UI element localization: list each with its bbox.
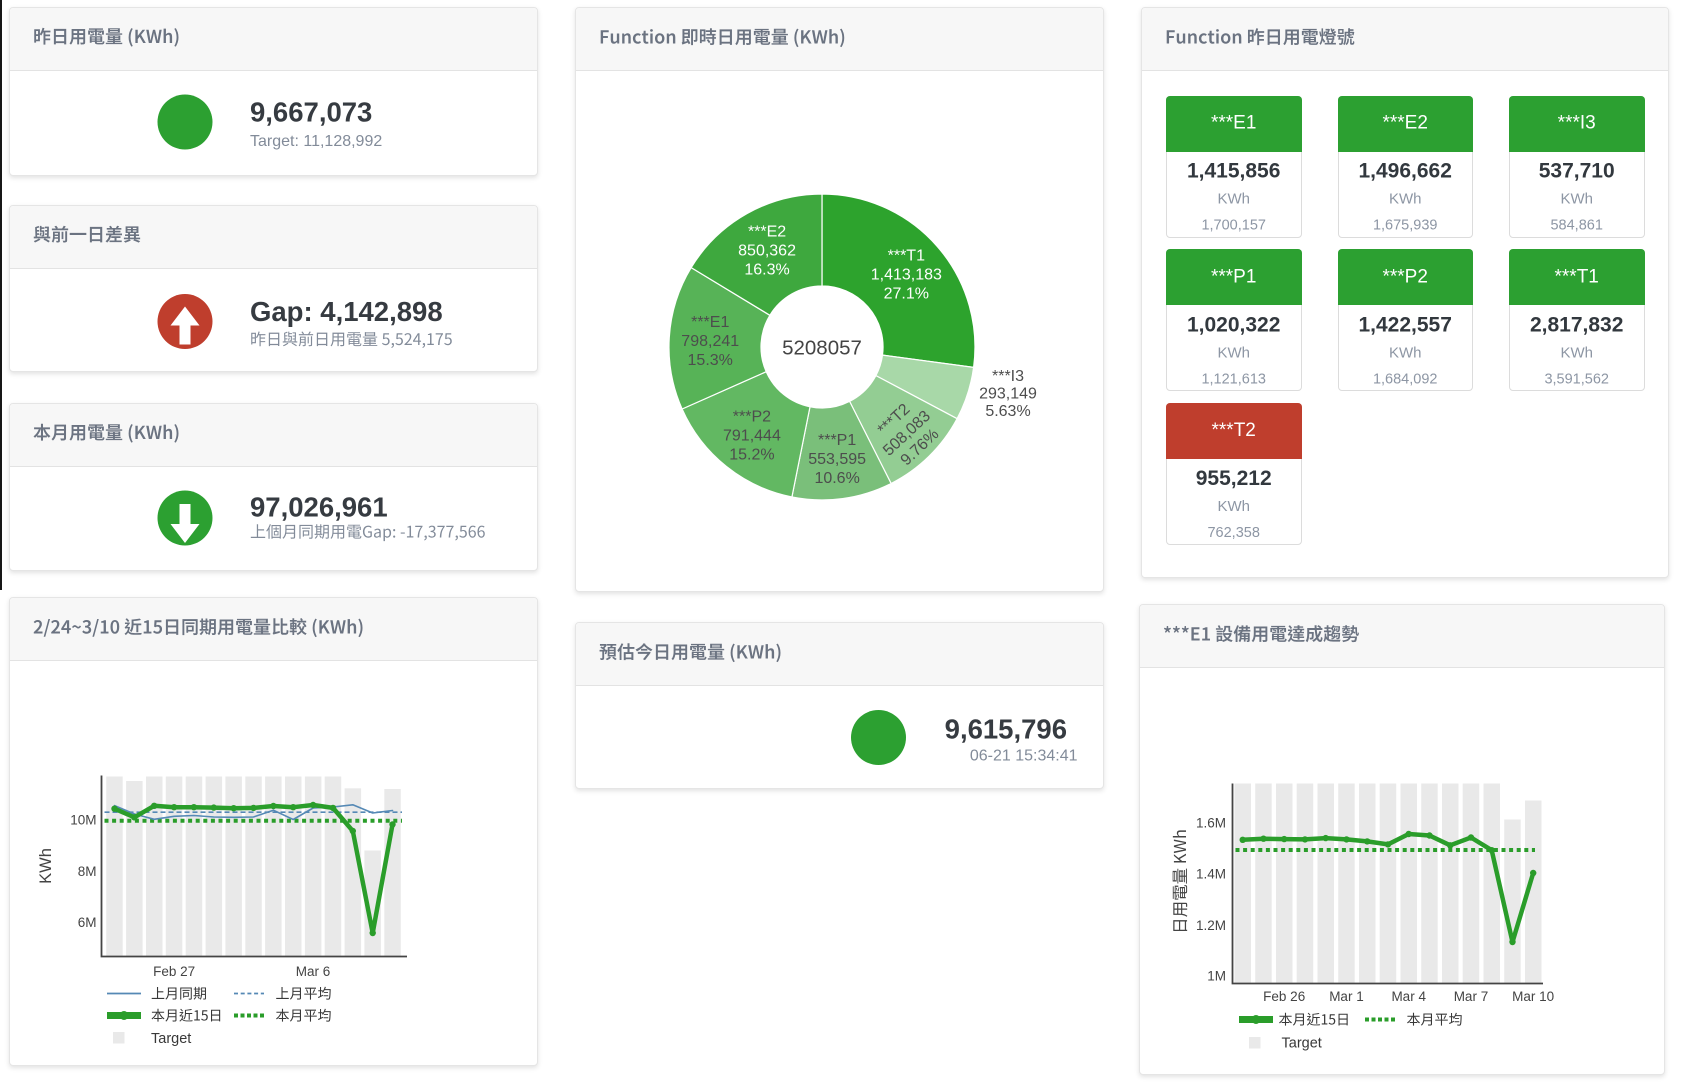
svg-text:Target: Target [1282,1035,1322,1051]
svg-text:***P1: ***P1 [818,432,856,449]
svg-text:791,444: 791,444 [723,427,781,444]
svg-text:850,362: 850,362 [738,242,796,259]
svg-text:***P2: ***P2 [733,408,771,425]
svg-text:***T1: ***T1 [888,247,925,264]
svg-text:97,026,961: 97,026,961 [250,492,388,523]
svg-text:Mar 7: Mar 7 [1454,989,1489,1004]
svg-text:1,684,092: 1,684,092 [1373,371,1438,387]
svg-text:15.3%: 15.3% [688,352,733,369]
svg-text:KWh: KWh [1217,191,1250,208]
svg-text:Mar 4: Mar 4 [1391,989,1426,1004]
svg-text:1,675,939: 1,675,939 [1373,218,1438,234]
svg-text:1,422,557: 1,422,557 [1358,313,1451,336]
svg-text:1,020,322: 1,020,322 [1187,313,1280,336]
svg-text:Mar 1: Mar 1 [1329,989,1364,1004]
svg-text:KWh: KWh [1560,191,1593,208]
svg-text:Feb 26: Feb 26 [1263,989,1305,1004]
svg-text:16.3%: 16.3% [744,261,789,278]
svg-text:553,595: 553,595 [808,451,866,468]
svg-text:9,615,796: 9,615,796 [945,713,1067,744]
svg-text:537,710: 537,710 [1539,160,1615,183]
svg-text:KWh: KWh [1217,344,1250,361]
svg-text:1,496,662: 1,496,662 [1358,160,1451,183]
svg-text:***T2: ***T2 [1212,420,1256,441]
svg-text:6M: 6M [78,915,97,930]
svg-text:10M: 10M [70,813,96,828]
svg-text:9,667,073: 9,667,073 [250,96,372,127]
svg-text:5.63%: 5.63% [985,403,1030,420]
svg-text:584,861: 584,861 [1550,218,1602,234]
svg-text:762,358: 762,358 [1207,525,1259,541]
svg-text:***E2: ***E2 [1382,113,1427,134]
svg-text:***P2: ***P2 [1382,266,1427,287]
svg-text:1,700,157: 1,700,157 [1201,218,1266,234]
svg-text:KWh: KWh [1389,191,1422,208]
svg-text:Target: Target [151,1031,191,1047]
svg-text:***P1: ***P1 [1211,266,1256,287]
svg-text:Mar 6: Mar 6 [296,964,331,979]
svg-text:KWh: KWh [1389,344,1422,361]
svg-text:***E2: ***E2 [748,223,786,240]
svg-text:KWh: KWh [1217,498,1250,515]
svg-text:1.4M: 1.4M [1196,867,1226,882]
svg-text:KWh: KWh [37,848,55,884]
svg-text:293,149: 293,149 [979,386,1037,403]
svg-text:10.6%: 10.6% [814,470,859,487]
svg-text:15.2%: 15.2% [729,446,774,463]
svg-text:798,241: 798,241 [681,333,739,350]
svg-text:***T1: ***T1 [1555,266,1599,287]
svg-text:27.1%: 27.1% [884,285,929,302]
svg-text:Mar 10: Mar 10 [1512,989,1554,1004]
svg-text:5208057: 5208057 [782,337,862,360]
svg-text:3,591,562: 3,591,562 [1544,371,1609,387]
svg-text:1,413,183: 1,413,183 [871,266,942,283]
svg-text:***E1: ***E1 [691,314,729,331]
svg-text:***I3: ***I3 [992,368,1024,385]
svg-text:1.6M: 1.6M [1196,816,1226,831]
svg-text:Gap: 4,142,898: Gap: 4,142,898 [250,296,443,327]
svg-text:KWh: KWh [1560,344,1593,361]
svg-text:Target: 11,128,992: Target: 11,128,992 [250,133,382,150]
svg-text:1.2M: 1.2M [1196,918,1226,933]
svg-text:2,817,832: 2,817,832 [1530,313,1623,336]
svg-text:Feb 27: Feb 27 [153,964,195,979]
svg-text:1,415,856: 1,415,856 [1187,160,1280,183]
svg-text:955,212: 955,212 [1196,467,1272,490]
svg-text:***E1: ***E1 [1211,113,1256,134]
svg-text:8M: 8M [78,864,97,879]
svg-text:1,121,613: 1,121,613 [1201,371,1266,387]
svg-text:1M: 1M [1207,968,1226,983]
svg-text:06-21 15:34:41: 06-21 15:34:41 [970,747,1078,764]
svg-text:***I3: ***I3 [1558,113,1596,134]
